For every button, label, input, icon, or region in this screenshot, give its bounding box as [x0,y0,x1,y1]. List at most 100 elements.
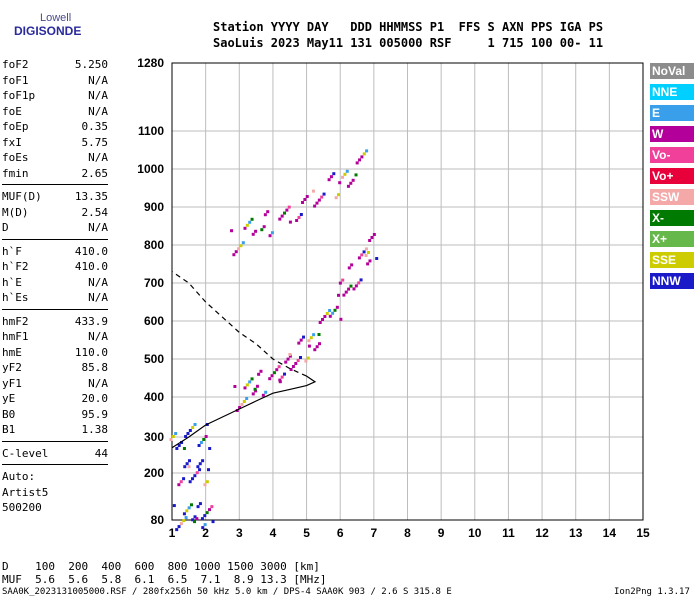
trace-point [358,158,362,162]
trace-point [360,253,364,257]
param-key: B0 [2,407,16,421]
trace-point [287,205,291,209]
param-key: yF2 [2,361,22,374]
trace-point [175,447,179,450]
profile-curve [171,375,317,449]
trace-point [180,441,184,444]
trace-point [354,284,358,288]
trace-point [230,229,234,233]
trace-point [339,317,343,321]
trace-point [272,371,276,375]
trace-point [306,356,310,360]
trace-point [364,247,368,251]
param-row: D N/A [2,221,108,234]
param-key: foF1p [2,89,36,102]
footer-muf-row: MUF 5.6 5.6 5.8 6.1 6.5 7.1 8.9 13.3 [MH… [2,573,327,586]
param-separator [2,308,108,310]
x-tick-label: 9 [438,526,445,540]
param-key: fxI [2,135,22,149]
trace-point [278,378,282,382]
x-tick-label: 7 [371,526,378,540]
trace-point [349,284,353,288]
trace-point [360,155,364,159]
trace-point [257,372,261,376]
trace-point [357,281,361,285]
trace-point [188,429,192,432]
trace-point [261,393,265,397]
param-key: hmE [2,345,22,359]
param-separator [2,184,108,185]
y-tick-label: 500 [144,352,164,366]
trace-point [199,441,203,444]
param-key: foF1 [2,73,29,87]
param-row: h`E N/A [2,276,108,289]
trace-point [245,223,249,227]
param-row: C-level 44 [2,447,108,460]
trace-point [280,214,284,218]
footer-version: Ion2Png 1.3.17 [614,587,690,597]
trace-point [198,462,202,466]
trace-point [342,293,346,297]
trace-point [187,465,191,469]
x-tick-label: 12 [535,526,549,540]
trace-point [299,356,303,359]
trace-point [352,287,356,291]
param-key: hmF2 [2,314,29,328]
trace-point [260,228,264,232]
trace-point [286,357,290,361]
trace-point [237,247,241,251]
trace-point [350,263,354,267]
param-row: B1 1.38 [2,423,108,436]
legend-item-w: W [650,126,694,142]
trace-point [370,236,374,239]
trace-point [344,290,348,294]
x-tick-label: 15 [636,526,650,540]
param-row: foE N/A [2,105,108,118]
param-key: h`E [2,275,22,289]
trace-point [182,477,186,481]
trace-point [206,468,210,472]
x-tick-label: 8 [404,526,411,540]
trace-point [278,380,282,384]
trace-point [250,377,254,381]
x-tick-label: 4 [270,526,277,540]
trace-point [196,505,200,509]
param-row: foF1p N/A [2,89,108,102]
trace-point [203,483,207,487]
trace-point [322,192,326,196]
trace-point [280,375,284,379]
param-row: yF2 85.8 [2,361,108,374]
auto-line: 500200 [2,501,42,514]
trace-point [299,338,303,342]
param-key: foEs [2,151,29,164]
trace-point [337,193,341,197]
trace-point [248,220,252,224]
trace-point [243,386,247,390]
trace-point [349,181,353,185]
trace-point [245,397,249,400]
param-value: N/A [88,89,108,102]
trace-point [333,308,337,312]
trace-point [250,217,254,221]
trace-point [278,217,282,221]
trace-point [238,406,242,409]
trace-point [208,447,212,450]
trace-point [284,360,288,364]
trace-point [245,383,249,387]
x-tick-label: 14 [603,526,617,540]
param-key: h`F [2,244,22,258]
ionogram-chart: 1 2 3 4 5 6 7 8 9 10 11 12 13 14 158020030040050060070… [137,56,650,540]
trace-point [198,468,202,472]
header-line-2: SaoLuis 2023 May11 131 005000 RSF 1 715 … [213,36,604,50]
trace-point [243,226,247,230]
trace-point [202,438,206,441]
trace-point [351,178,355,182]
trace-point [248,380,252,384]
y-tick-label: 200 [144,466,164,480]
logo-lowell: Lowell [40,12,72,24]
trace-point [259,369,263,373]
param-row: yE 20.0 [2,392,108,405]
trace-point [179,522,183,526]
param-value: 20.0 [81,392,109,405]
trace-point [187,459,191,463]
